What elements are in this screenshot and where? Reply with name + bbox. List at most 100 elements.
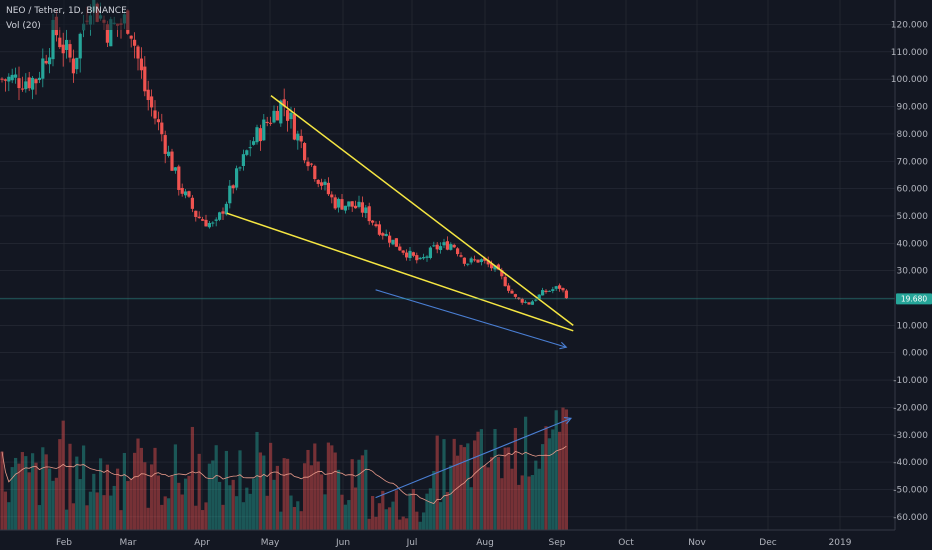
candle-body bbox=[347, 201, 351, 207]
volume-bar bbox=[34, 462, 38, 530]
volume-bar bbox=[445, 491, 449, 530]
candle-body bbox=[343, 205, 347, 211]
y-tick-label: -50.000 bbox=[893, 485, 928, 495]
candle-body bbox=[194, 210, 198, 217]
candle-body bbox=[129, 35, 133, 39]
candle-body bbox=[520, 298, 524, 303]
volume-bar bbox=[129, 478, 133, 530]
volume-bar bbox=[150, 464, 154, 530]
volume-bar bbox=[462, 447, 466, 530]
candle-body bbox=[160, 122, 164, 135]
volume-bar bbox=[530, 474, 534, 530]
volume-bar bbox=[177, 482, 181, 530]
y-tick-label: 10.000 bbox=[897, 321, 929, 331]
candle-body bbox=[490, 263, 494, 269]
volume-bar bbox=[316, 461, 320, 530]
volume-bar bbox=[500, 478, 504, 530]
volume-bar bbox=[78, 479, 82, 530]
candle-body bbox=[303, 143, 307, 161]
candle-body bbox=[422, 257, 426, 259]
volume-bar bbox=[377, 503, 381, 530]
candle-body bbox=[415, 255, 419, 261]
candle-body bbox=[537, 294, 541, 300]
candle-body bbox=[306, 161, 310, 167]
volume-bar bbox=[432, 471, 436, 530]
candle-body bbox=[534, 299, 538, 301]
volume-bar bbox=[541, 444, 545, 530]
volume-bar bbox=[340, 494, 344, 530]
candle-body bbox=[350, 201, 354, 207]
candle-body bbox=[384, 233, 388, 237]
volume-bar bbox=[248, 493, 252, 530]
candle-body bbox=[20, 88, 24, 90]
legend: NEO / Tether, 1D, BINANCE Vol (20) bbox=[0, 0, 170, 31]
volume-bar bbox=[99, 458, 103, 530]
y-tick-label: 50.000 bbox=[897, 212, 929, 222]
volume-bar bbox=[547, 438, 551, 530]
candle-body bbox=[507, 285, 511, 291]
volume-bar bbox=[228, 485, 232, 530]
volume-bar bbox=[10, 467, 14, 530]
volume-bar bbox=[214, 445, 218, 530]
candle-body bbox=[473, 259, 477, 261]
candle-body bbox=[173, 167, 177, 171]
annotations bbox=[226, 95, 574, 499]
y-tick-label: -10.000 bbox=[893, 376, 928, 386]
volume-bar bbox=[286, 458, 290, 530]
candle-body bbox=[493, 265, 497, 270]
candle-body bbox=[425, 256, 429, 258]
candle-body bbox=[170, 151, 174, 171]
candle-body bbox=[510, 290, 514, 294]
candle-body bbox=[24, 81, 28, 90]
candle-body bbox=[374, 224, 378, 227]
candle-body bbox=[483, 258, 487, 261]
candle-body bbox=[558, 285, 562, 289]
volume-bar bbox=[323, 494, 327, 530]
volume-bar bbox=[61, 420, 65, 530]
candle-body bbox=[133, 39, 137, 46]
candle-body bbox=[398, 246, 402, 251]
volume-bar bbox=[190, 426, 194, 530]
legend-indicator: Vol (20) bbox=[6, 21, 41, 31]
volume-bar bbox=[507, 447, 511, 530]
volume-bar bbox=[3, 491, 7, 530]
volume-bar bbox=[452, 438, 456, 530]
current-price-tag: 19.680 bbox=[896, 293, 932, 305]
volume-bar bbox=[112, 485, 116, 530]
candle-body bbox=[17, 78, 21, 89]
candle-body bbox=[391, 239, 395, 245]
volume-bar bbox=[534, 460, 538, 530]
candle-body bbox=[248, 147, 252, 149]
volume-bar bbox=[544, 426, 548, 530]
volume-bar bbox=[357, 459, 361, 530]
candle-body bbox=[381, 233, 385, 236]
candle-body bbox=[34, 79, 38, 84]
candle-body bbox=[466, 263, 470, 265]
volume-bar bbox=[221, 504, 225, 530]
candle-body bbox=[299, 135, 303, 142]
volume-bar bbox=[279, 511, 283, 530]
volume-bar bbox=[333, 452, 337, 530]
candle-body bbox=[462, 257, 466, 264]
volume-bar bbox=[58, 439, 62, 530]
volume-bar bbox=[31, 453, 35, 530]
candle-body bbox=[401, 250, 405, 253]
candle-body bbox=[479, 259, 483, 263]
x-tick-label: Dec bbox=[759, 538, 776, 548]
candle-body bbox=[411, 252, 415, 256]
candle-body bbox=[272, 110, 276, 123]
volume-bar bbox=[520, 475, 524, 530]
candle-body bbox=[408, 250, 412, 259]
candle-body bbox=[449, 244, 453, 250]
volume-bar bbox=[513, 427, 517, 530]
candle-body bbox=[486, 260, 490, 265]
volume-bar bbox=[435, 435, 439, 530]
candle-body bbox=[150, 96, 154, 108]
volume-bar bbox=[422, 512, 426, 530]
volume-bar bbox=[24, 456, 28, 530]
x-tick-label: Jun bbox=[335, 538, 350, 548]
volume-bar bbox=[483, 465, 487, 530]
candle-body bbox=[51, 19, 55, 60]
